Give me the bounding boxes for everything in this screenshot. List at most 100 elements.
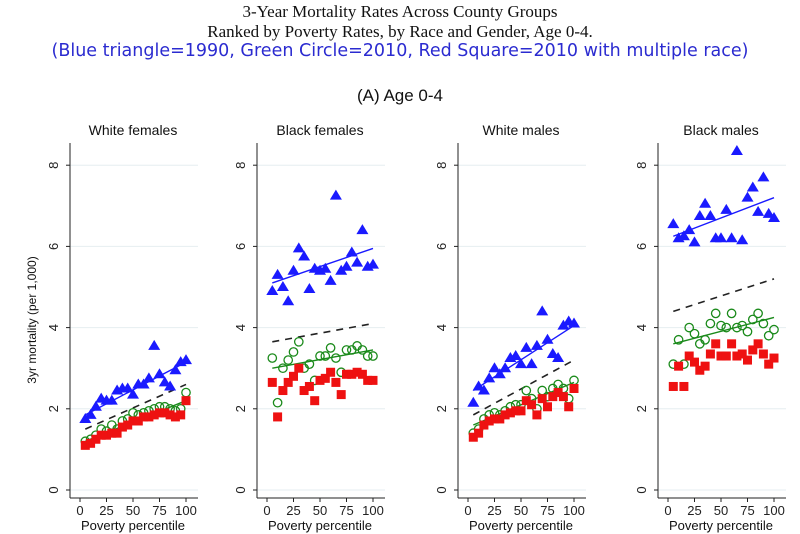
circle-point — [320, 351, 331, 361]
triangle-point — [148, 339, 161, 350]
x-tick-label: 50 — [313, 503, 327, 518]
circle-point — [181, 387, 191, 398]
square-point — [668, 381, 678, 391]
x-tick-label: 0 — [263, 503, 270, 518]
triangle-point — [667, 218, 680, 229]
square-point — [165, 410, 175, 420]
circle-point — [569, 375, 579, 386]
panel-title: Black males — [683, 122, 758, 138]
triangle-point — [493, 368, 506, 379]
triangle-point — [693, 209, 706, 220]
square-point — [753, 339, 763, 349]
y-tick-label: 6 — [434, 243, 449, 250]
triangle-point — [699, 197, 712, 208]
triangle-point — [351, 256, 364, 267]
square-point — [721, 351, 731, 361]
square-point — [149, 410, 159, 420]
y-tick-label: 0 — [434, 486, 449, 493]
circle-point — [763, 330, 774, 341]
y-tick-label: 6 — [233, 243, 248, 250]
square-point — [278, 386, 288, 396]
x-axis-label: Poverty percentile — [669, 518, 773, 533]
chart-title: 3-Year Mortality Rates Across County Gro… — [242, 2, 558, 21]
square-point — [112, 428, 122, 438]
triangle-point — [688, 236, 701, 247]
triangle-point — [568, 317, 580, 328]
square-point — [769, 353, 779, 363]
square-point — [289, 371, 298, 381]
square-point — [711, 339, 721, 349]
square-point — [474, 428, 484, 438]
circle-point — [716, 320, 726, 331]
triangle-point — [746, 181, 759, 192]
triangle-point — [89, 400, 102, 411]
square-point — [564, 402, 574, 412]
circle-point — [278, 363, 288, 374]
triangle-point — [752, 205, 765, 216]
circle-point — [331, 353, 341, 363]
y-tick-label: 4 — [46, 324, 61, 331]
triangle-point — [153, 368, 166, 379]
triangle-point — [137, 378, 150, 389]
circle-point — [769, 324, 779, 335]
square-point — [107, 428, 117, 438]
triangle-point — [736, 234, 749, 245]
circle-point — [304, 359, 315, 369]
x-tick-label: 0 — [76, 503, 83, 518]
square-point — [304, 381, 314, 391]
x-tick-label: 50 — [714, 503, 728, 518]
y-tick-label: 2 — [233, 405, 248, 412]
square-point — [490, 414, 499, 424]
square-point — [170, 412, 180, 422]
triangle-point — [345, 246, 358, 257]
x-tick-label: 100 — [175, 503, 197, 518]
triangle-point — [142, 372, 155, 383]
circle-point — [272, 397, 283, 408]
triangle-point — [552, 352, 565, 363]
x-tick-label: 75 — [540, 503, 554, 518]
square-point — [310, 396, 320, 406]
triangle-point — [329, 189, 342, 200]
triangle-point — [541, 333, 554, 344]
square-point — [128, 416, 138, 426]
x-tick-label: 75 — [740, 503, 754, 518]
y-tick-label: 2 — [634, 405, 649, 412]
y-tick-label: 8 — [46, 162, 61, 169]
square-point — [532, 410, 542, 420]
square-point — [468, 432, 478, 442]
triangle-point — [121, 382, 134, 393]
circle-point — [128, 408, 138, 418]
triangle-point — [340, 260, 353, 271]
circle-point — [673, 334, 684, 345]
triangle-point — [530, 339, 543, 350]
y-tick-label: 8 — [434, 162, 449, 169]
dashed-fit-line — [84, 383, 187, 430]
square-point — [326, 367, 336, 377]
triangle-point — [276, 281, 289, 291]
square-point — [684, 351, 694, 361]
square-point — [495, 414, 505, 424]
triangle-point — [164, 380, 177, 391]
circle-point — [726, 308, 737, 319]
triangle-point — [720, 203, 733, 214]
square-point — [144, 412, 154, 422]
circle-point — [721, 322, 732, 333]
circle-point — [753, 308, 763, 319]
triangle-point — [472, 380, 485, 391]
square-point — [283, 377, 293, 387]
square-point — [176, 410, 186, 420]
square-point — [732, 351, 742, 361]
square-point — [505, 408, 515, 418]
y-tick-label: 4 — [634, 324, 649, 331]
square-point — [336, 390, 346, 400]
circle-point — [368, 351, 378, 361]
triangle-point — [298, 250, 311, 261]
y-tick-label: 8 — [233, 162, 248, 169]
triangle-point — [520, 341, 533, 352]
circle-point — [758, 318, 769, 329]
triangle-point — [105, 394, 118, 405]
square-point — [117, 422, 127, 432]
triangle-point — [266, 285, 279, 296]
y-tick-label: 2 — [46, 405, 61, 412]
square-point — [80, 440, 90, 450]
